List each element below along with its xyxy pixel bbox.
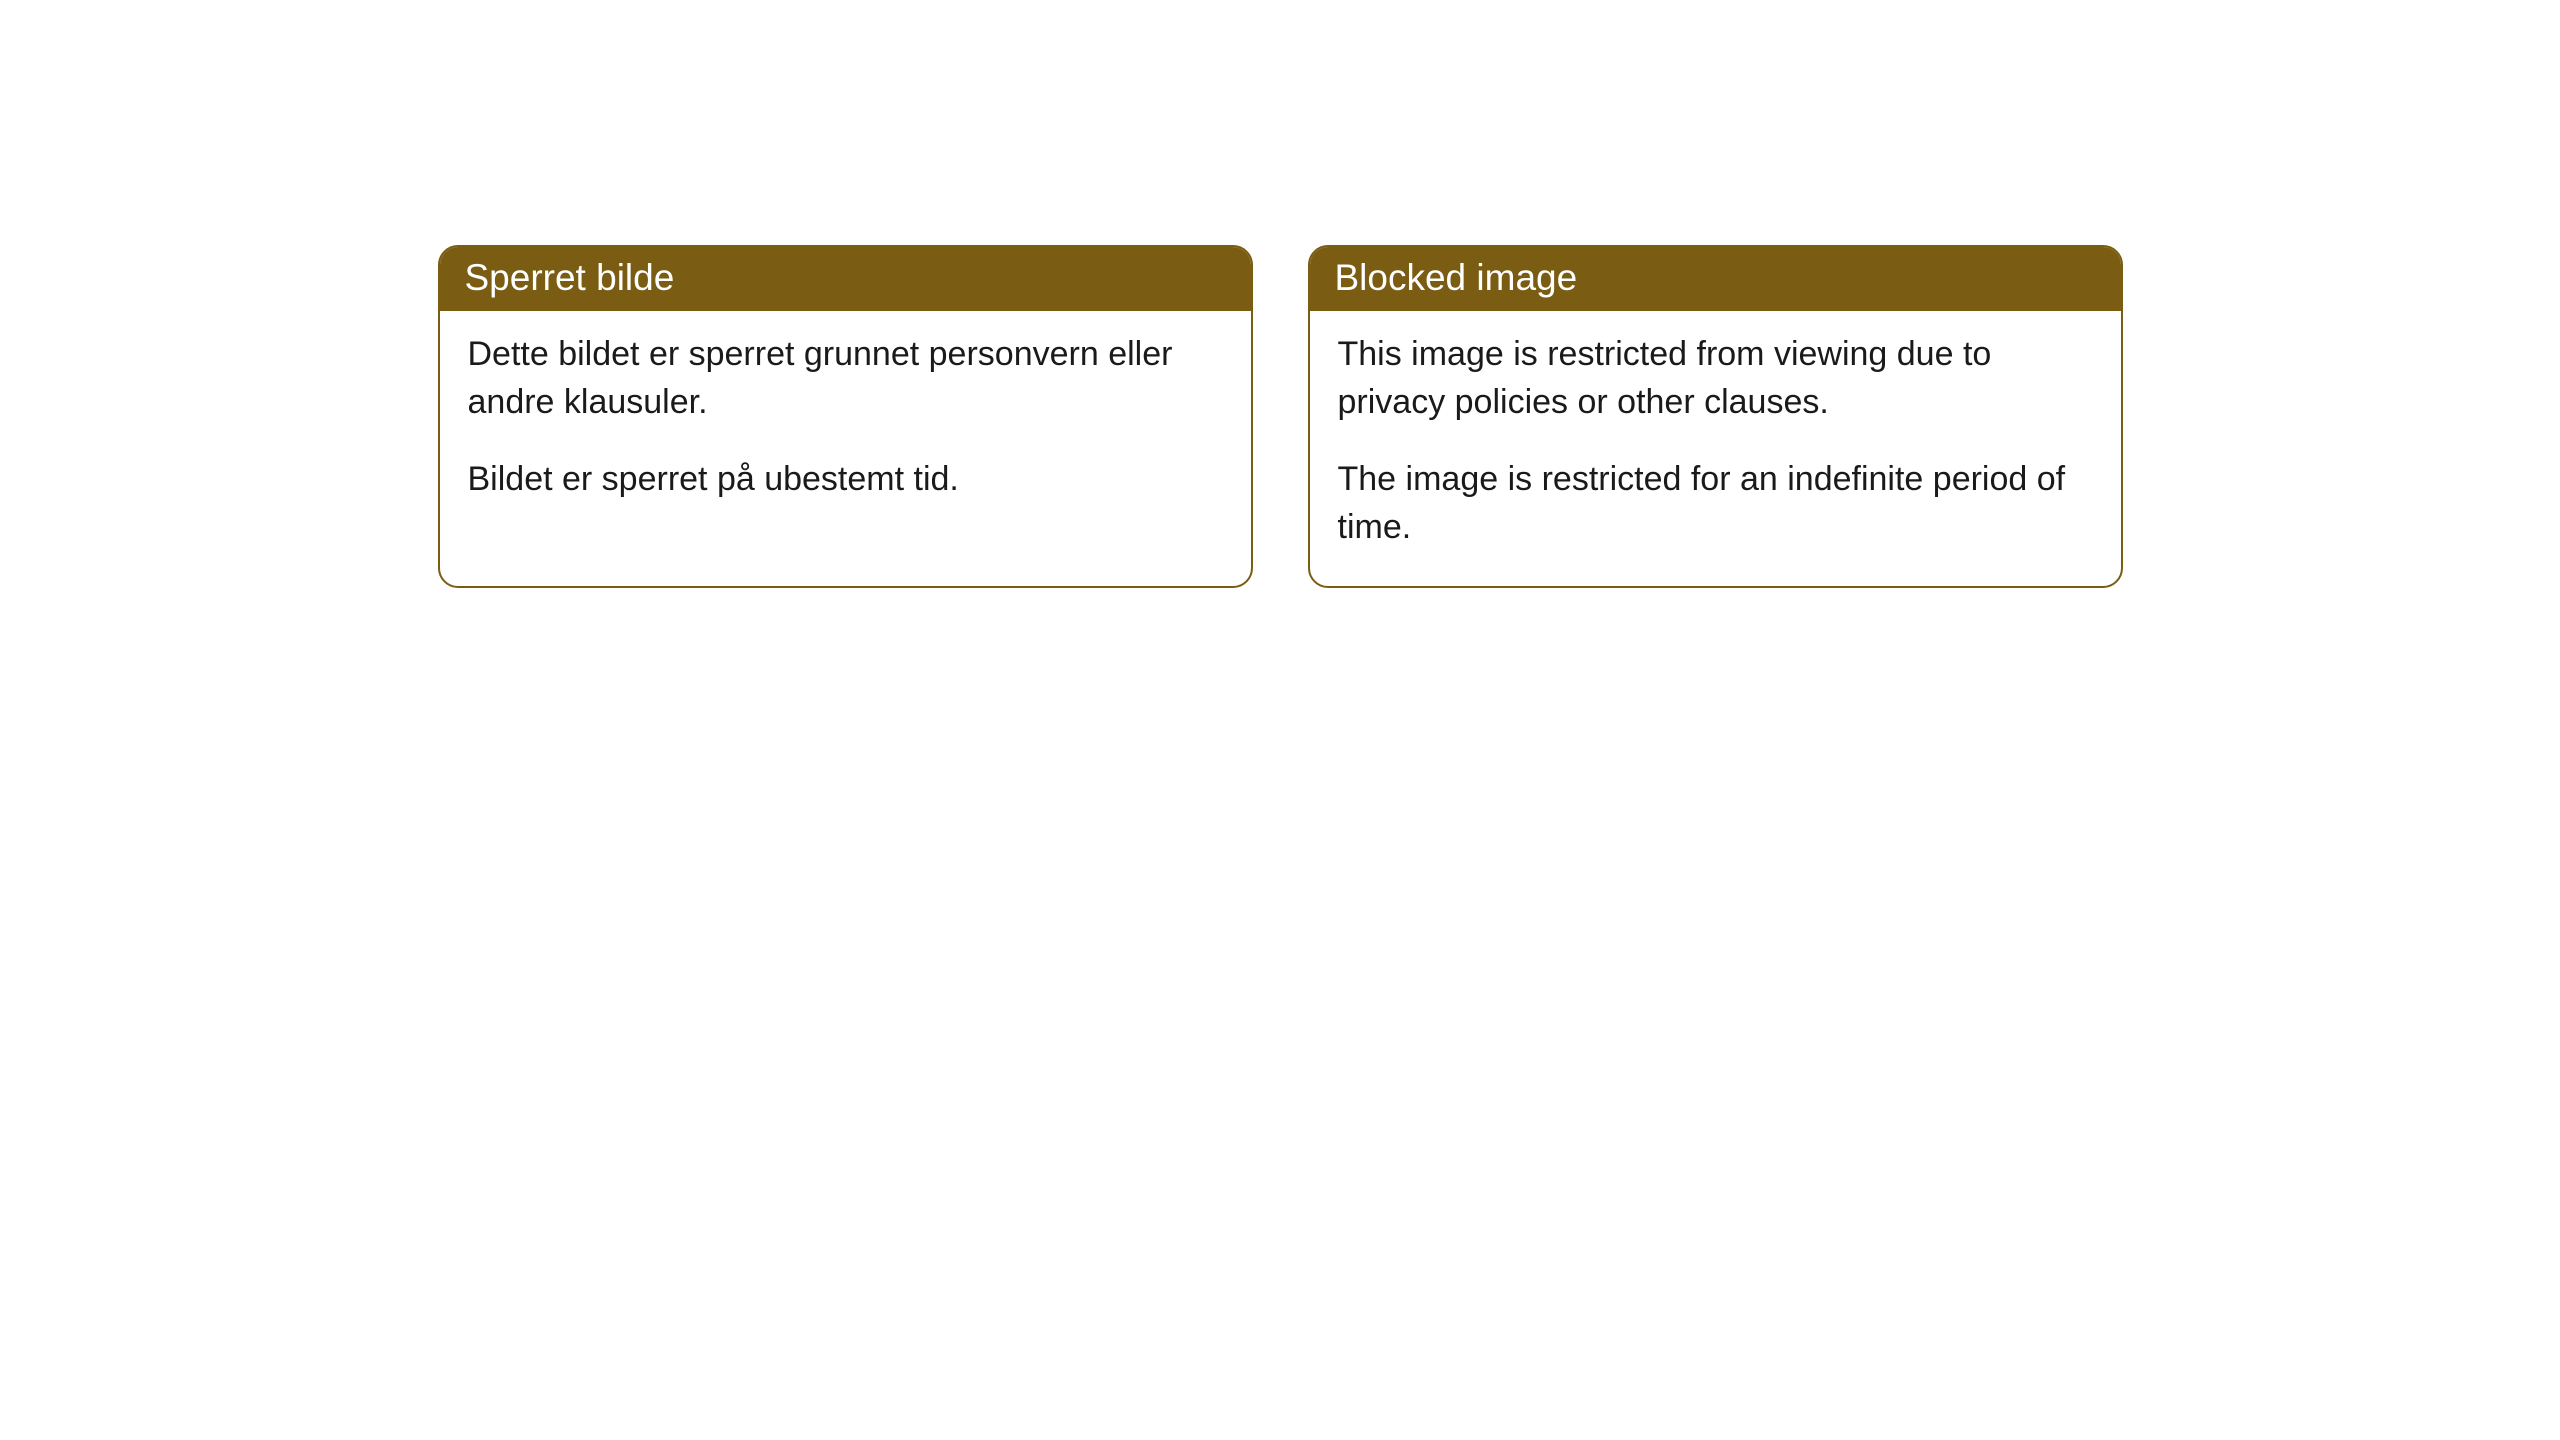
card-body: Dette bildet er sperret grunnet personve… [440, 311, 1251, 539]
notice-card-english: Blocked image This image is restricted f… [1308, 245, 2123, 588]
notice-cards-container: Sperret bilde Dette bildet er sperret gr… [0, 245, 2560, 588]
card-header: Sperret bilde [440, 247, 1251, 311]
card-body: This image is restricted from viewing du… [1310, 311, 2121, 586]
card-paragraph: The image is restricted for an indefinit… [1338, 456, 2093, 551]
card-title: Sperret bilde [465, 257, 675, 298]
card-paragraph: Bildet er sperret på ubestemt tid. [468, 456, 1223, 504]
card-paragraph: This image is restricted from viewing du… [1338, 331, 2093, 426]
card-header: Blocked image [1310, 247, 2121, 311]
notice-card-norwegian: Sperret bilde Dette bildet er sperret gr… [438, 245, 1253, 588]
card-paragraph: Dette bildet er sperret grunnet personve… [468, 331, 1223, 426]
card-title: Blocked image [1335, 257, 1578, 298]
